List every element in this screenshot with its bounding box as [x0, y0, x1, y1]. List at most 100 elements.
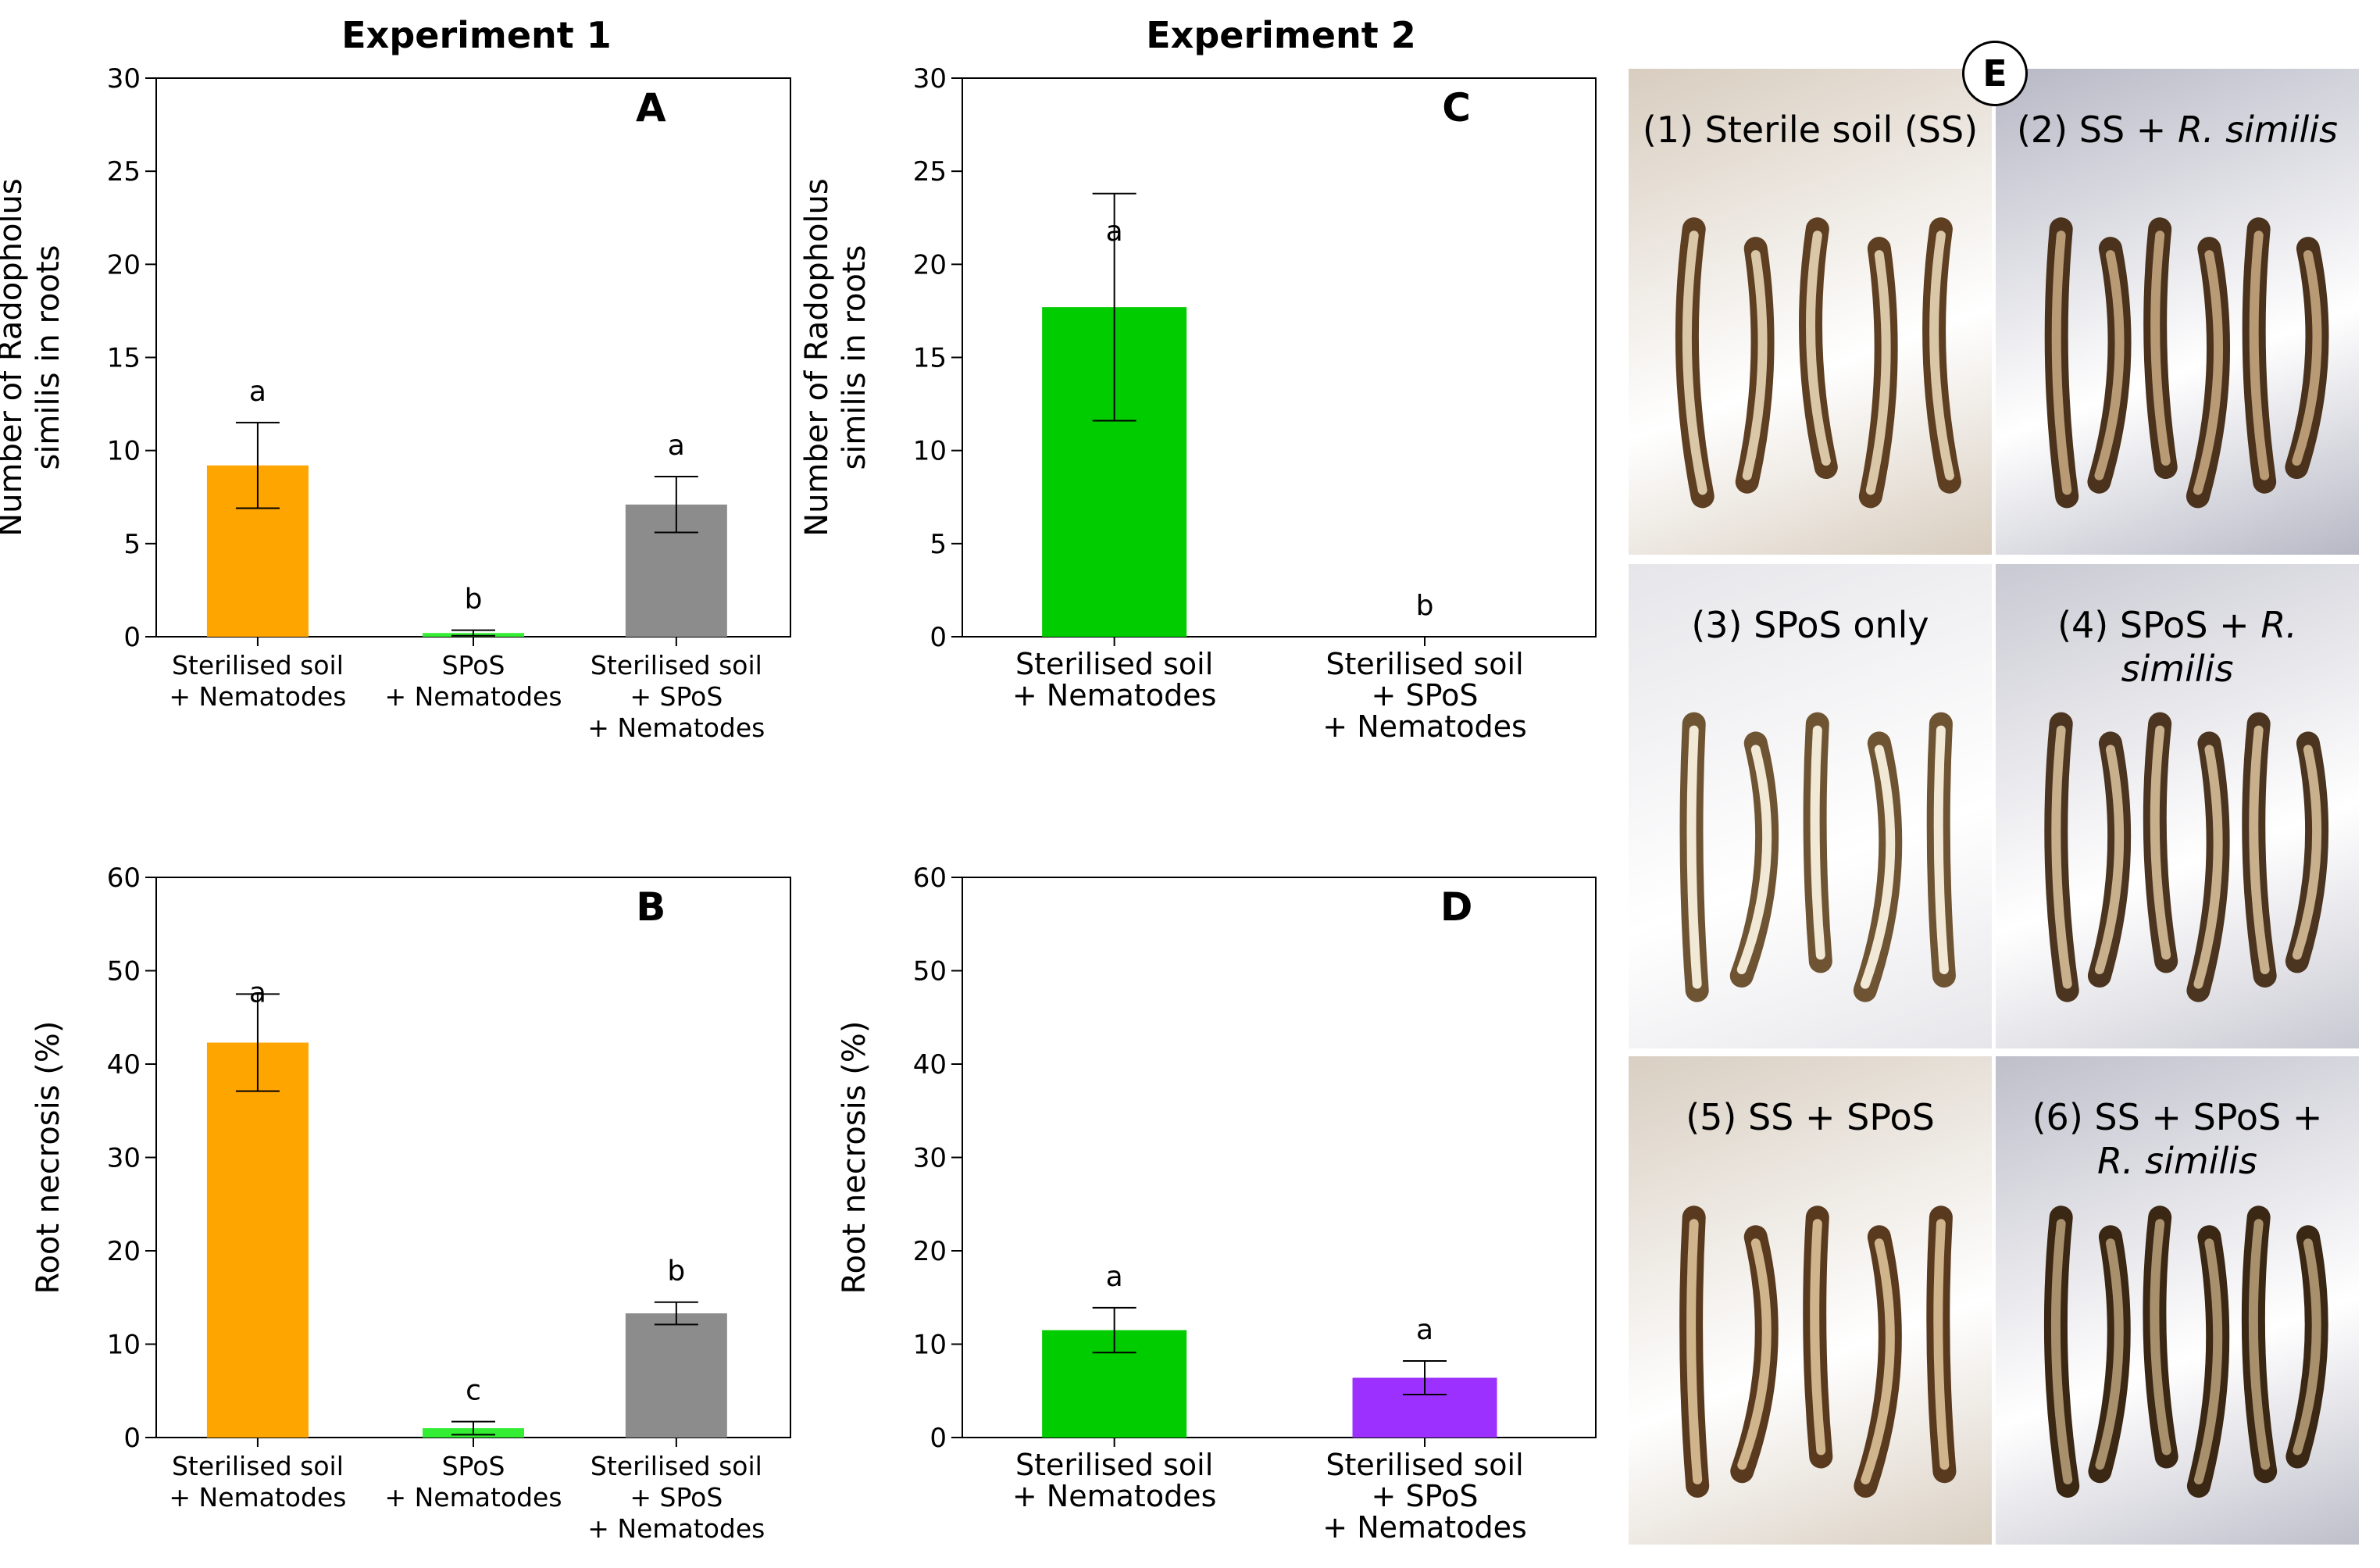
photo-panel-6: (6) SS + SPoS + R. similis: [1996, 1056, 2359, 1545]
root-core: [1933, 725, 1949, 974]
chart-panel-c: 0 5 10 15 20 25 30 Number of Radopholus similis …: [799, 63, 1597, 744]
x-category-label: Sterilised soil: [1326, 1448, 1523, 1482]
x-category-label: + Nematodes: [587, 1513, 765, 1544]
y-axis-label: similis in roots: [837, 245, 872, 470]
x-category-label: SPoS: [442, 650, 505, 680]
photo-label-species: R. similis: [2096, 1140, 2258, 1182]
x-category-label: + Nematodes: [1322, 709, 1526, 744]
significance-letter: b: [1416, 590, 1434, 622]
y-tick-label: 10: [107, 1330, 141, 1361]
root-core: [1865, 250, 1891, 495]
root-core: [2292, 745, 2322, 960]
y-tick-label: 60: [107, 863, 141, 894]
y-tick-label: 25: [913, 156, 947, 188]
roots-illustration: [1675, 217, 1961, 509]
x-category-label: + Nematodes: [169, 681, 346, 712]
y-tick-label: 30: [107, 1143, 141, 1174]
y-tick-label: 50: [913, 956, 947, 988]
experiment-2-title: Experiment 2: [1146, 14, 1416, 56]
root-core: [1933, 1219, 1950, 1470]
roots-illustration: [2043, 1205, 2328, 1498]
root-core: [1929, 230, 1954, 480]
panel-letter-b: B: [636, 884, 665, 930]
roots-illustration: [2044, 712, 2329, 1002]
significance-letter: a: [668, 430, 685, 462]
root-core: [2193, 250, 2224, 495]
y-tick-label: 10: [913, 1330, 947, 1361]
root-core: [2249, 725, 2270, 974]
y-tick-label: 0: [930, 1423, 947, 1454]
x-category-label: SPoS: [442, 1451, 505, 1481]
y-tick-label: 0: [930, 622, 947, 653]
root-core: [2051, 230, 2072, 495]
panel-letter-c: C: [1442, 85, 1471, 130]
root-core: [2095, 1238, 2124, 1470]
y-axis-label: Number of Radopholus: [799, 178, 835, 536]
roots-illustration: [1679, 1205, 1957, 1498]
root-core: [2193, 745, 2223, 989]
photo-panel-2: (2) SS + R. similis: [1996, 69, 2359, 555]
root-core: [1810, 725, 1825, 960]
y-tick-label: 60: [913, 863, 947, 894]
chart-panel-b: 0 10 20 30 40 50 60 Root necrosis (%) Ba Sterilis…: [30, 863, 791, 1544]
y-tick-label: 30: [913, 63, 947, 95]
bar: [625, 1313, 727, 1438]
y-tick-label: 25: [107, 156, 141, 188]
root-core: [2292, 250, 2322, 466]
root-core: [1682, 230, 1707, 495]
y-tick-label: 40: [913, 1049, 947, 1080]
roots-illustration: [1679, 712, 1956, 1002]
chart-panel-a: 0 5 10 15 20 25 30 Number of Radopholus similis …: [0, 63, 791, 743]
photo-panel-4: (4) SPoS + R. similis: [1996, 564, 2359, 1048]
x-category-label: Sterilised soil: [1015, 647, 1213, 681]
y-tick-label: 15: [913, 343, 947, 374]
root-core: [2249, 230, 2270, 480]
photo-label-text: (3) SPoS only: [1691, 604, 1929, 646]
x-category-label: Sterilised soil: [1015, 1448, 1213, 1482]
y-tick-label: 5: [123, 529, 141, 560]
x-category-label: + SPoS: [1372, 1479, 1479, 1513]
root-core: [2150, 725, 2171, 960]
root-core: [2051, 725, 2072, 989]
significance-letter: a: [249, 376, 266, 408]
root-core: [2094, 745, 2125, 974]
root-core: [1742, 250, 1768, 480]
y-tick-label: 20: [913, 1236, 947, 1267]
y-tick-label: 15: [107, 343, 141, 374]
photo-label-text: (2) SS +: [2016, 109, 2178, 151]
photo-label-text: (4) SPoS +: [2057, 604, 2261, 646]
root-core: [1686, 1219, 1703, 1484]
x-category-label: Sterilised soil: [172, 650, 344, 680]
experiment-1-title: Experiment 1: [341, 14, 612, 56]
x-category-label: Sterilised soil: [591, 650, 762, 680]
root-core: [2193, 1238, 2223, 1484]
y-tick-label: 20: [107, 249, 141, 280]
photo-panel-5: (5) SS + SPoS: [1629, 1056, 1992, 1545]
x-category-label: + SPoS: [630, 681, 723, 712]
x-category-label: + Nematodes: [169, 1482, 346, 1513]
root-core: [1737, 1238, 1772, 1470]
root-core: [1861, 1238, 1895, 1484]
roots-illustration: [2044, 217, 2329, 509]
y-tick-label: 5: [930, 529, 947, 560]
x-category-label: + Nematodes: [384, 1482, 562, 1513]
x-category-label: Sterilised soil: [591, 1451, 762, 1481]
photo-label-species: R. similis: [2121, 604, 2297, 690]
x-category-label: + Nematodes: [1322, 1510, 1526, 1545]
y-tick-label: 30: [913, 1143, 947, 1174]
photo-label-text: (5) SS + SPoS: [1686, 1096, 1935, 1138]
x-category-label: + SPoS: [1372, 678, 1479, 713]
photo-panel-1: (1) Sterile soil (SS): [1629, 69, 1992, 555]
photo-label-species: R. similis: [2177, 109, 2339, 151]
significance-letter: a: [1416, 1314, 1433, 1346]
y-tick-label: 20: [913, 249, 947, 280]
photo-panel-3: (3) SPoS only: [1629, 564, 1992, 1048]
y-tick-label: 10: [107, 436, 141, 467]
panel-e-label: E: [1962, 41, 2028, 106]
y-tick-label: 30: [107, 63, 141, 95]
root-core: [2150, 230, 2171, 466]
root-core: [1686, 725, 1702, 989]
x-category-label: + Nematodes: [587, 713, 765, 743]
y-tick-label: 50: [107, 956, 141, 988]
